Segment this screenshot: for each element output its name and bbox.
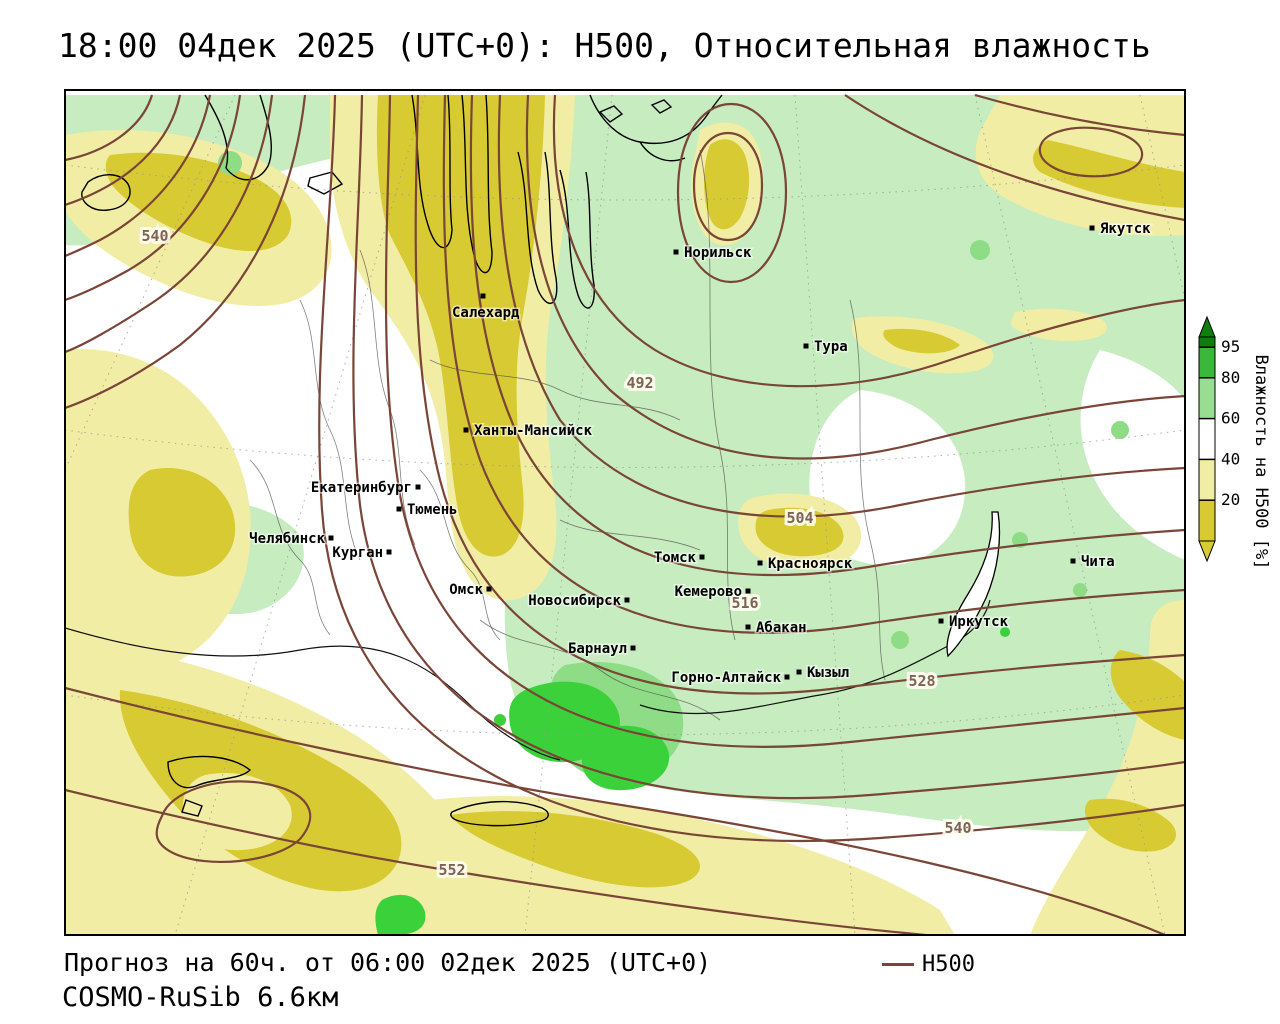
city-label: Тюмень xyxy=(407,502,458,518)
colorbar-tick-label: 40 xyxy=(1221,449,1240,468)
colorbar-bottom-arrow-icon xyxy=(1198,540,1216,563)
colorbar-segment xyxy=(1199,337,1215,348)
colorbar-frame xyxy=(1198,336,1216,542)
model-info: COSMO-RuSib 6.6км xyxy=(62,982,339,1013)
city-label: Чита xyxy=(1081,554,1115,570)
graticule-layer xyxy=(65,94,1185,935)
contour-value-label: 516 xyxy=(731,594,758,612)
contour-value-label: 504 xyxy=(786,509,813,527)
city-label: Екатеринбург xyxy=(311,480,412,496)
city-marker xyxy=(673,249,679,255)
city-label: Красноярск xyxy=(768,556,853,572)
city-label: Норильск xyxy=(684,245,752,261)
colorbar-tick-label: 60 xyxy=(1221,409,1240,428)
colorbar-segment xyxy=(1199,377,1215,419)
city-markers-layer: Норильск Салехард Тура Якутск Ханты-Мансийск… xyxy=(248,220,1153,688)
contour-lines-layer xyxy=(65,93,1185,935)
city-marker xyxy=(796,669,802,675)
city-marker xyxy=(624,597,630,603)
city-marker xyxy=(745,624,751,630)
city-marker xyxy=(463,427,469,433)
h500-legend-line-icon xyxy=(882,963,914,966)
city-label: Горно-Алтайск xyxy=(671,670,781,686)
city-label: Омск xyxy=(449,582,483,598)
city-label: Абакан xyxy=(756,620,807,636)
city-label: Салехард xyxy=(452,305,520,321)
city-marker xyxy=(630,645,636,651)
contour-value-label: 492 xyxy=(626,374,653,392)
contour-value-label: 552 xyxy=(438,861,465,879)
humidity-colorbar: 95 80 60 40 20 xyxy=(1198,315,1240,563)
contour-value-label: 540 xyxy=(944,819,971,837)
city-marker xyxy=(757,560,763,566)
h500-legend-label: H500 xyxy=(922,952,975,977)
city-label: Якутск xyxy=(1100,221,1151,237)
contour-value-label: 540 xyxy=(141,227,168,245)
city-marker xyxy=(486,586,492,592)
city-marker xyxy=(699,554,705,560)
colorbar-top-arrow-icon xyxy=(1198,315,1216,338)
map-title: 18:00 04дек 2025 (UTC+0): H500, Относите… xyxy=(58,26,1151,65)
humidity-shading-layer xyxy=(65,95,1185,935)
city-marker xyxy=(938,618,944,624)
city-marker xyxy=(1070,558,1076,564)
city-marker xyxy=(386,549,392,555)
city-marker xyxy=(1089,225,1095,231)
colorbar-tick-label: 95 xyxy=(1221,337,1240,356)
city-label: Тура xyxy=(814,339,848,355)
colorbar-tick-label: 20 xyxy=(1221,490,1240,509)
colorbar-segment xyxy=(1199,347,1215,378)
colorbar-tick-label: 80 xyxy=(1221,368,1240,387)
city-label: Новосибирск xyxy=(528,593,621,609)
city-marker xyxy=(328,535,334,541)
city-label: Иркутск xyxy=(949,614,1009,630)
contour-labels-layer: 540 492 504 516 528 540 552 xyxy=(138,224,974,882)
colorbar-axis-label: Влажность на H500 [%] xyxy=(1251,355,1271,570)
city-label: Барнаул xyxy=(568,641,627,657)
city-label: Кемерово xyxy=(675,584,742,600)
city-label: Курган xyxy=(332,545,383,561)
map-frame xyxy=(64,89,1186,936)
colorbar-segment xyxy=(1199,459,1215,501)
city-marker xyxy=(803,343,809,349)
h500-legend: H500 xyxy=(882,952,975,977)
city-label: Челябинск xyxy=(249,531,325,547)
city-label: Ханты-Мансийск xyxy=(474,423,593,439)
city-marker xyxy=(784,674,790,680)
contour-value-label: 528 xyxy=(908,672,935,690)
city-marker xyxy=(396,506,402,512)
colorbar-segment xyxy=(1199,500,1215,541)
forecast-info: Прогноз на 60ч. от 06:00 02дек 2025 (UTC… xyxy=(64,948,712,977)
city-marker xyxy=(480,293,486,299)
city-marker xyxy=(745,588,751,594)
city-label: Томск xyxy=(654,550,697,566)
city-marker xyxy=(415,484,421,490)
colorbar-segment xyxy=(1199,418,1215,460)
city-label: Кызыл xyxy=(807,665,849,681)
